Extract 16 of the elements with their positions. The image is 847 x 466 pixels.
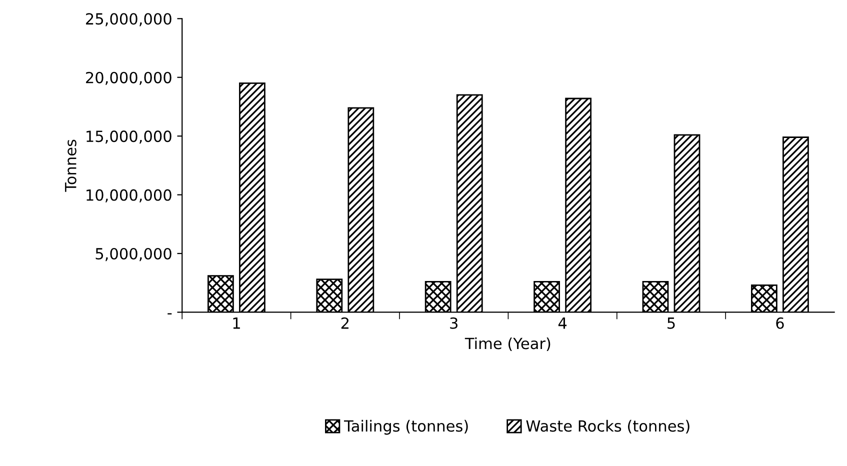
y-tick-label: 15,000,000 (86, 130, 172, 144)
y-tick-label: - (168, 313, 172, 314)
x-tick-label: 3 (450, 317, 458, 329)
x-tick-label: 4 (558, 318, 567, 329)
legend-label: Waste Rocks (tonnes) (526, 420, 690, 434)
y-axis-title: Tonnes (65, 140, 76, 192)
legend-label: Tailings (tonnes) (344, 420, 468, 435)
x-tick-label: 5 (668, 318, 675, 329)
y-tick-label: 5,000,000 (96, 248, 172, 262)
y-tick-label: 20,000,000 (86, 72, 172, 85)
x-tick-label: 6 (776, 317, 784, 329)
x-axis-title: Time (Year) (464, 337, 550, 352)
y-tick-label: 10,000,000 (86, 189, 172, 202)
x-tick-label: 2 (341, 317, 348, 329)
x-tick-label: 1 (233, 318, 240, 329)
y-tick-label: 25,000,000 (86, 13, 172, 26)
